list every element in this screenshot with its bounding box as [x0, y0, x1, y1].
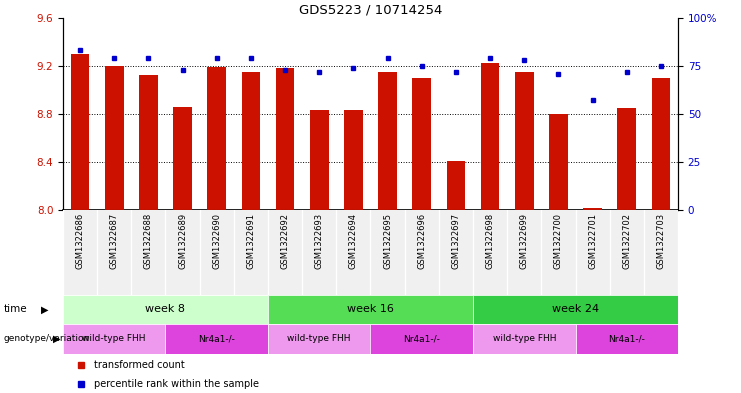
Bar: [481, 63, 499, 210]
Text: GSM1322686: GSM1322686: [76, 213, 84, 269]
Text: Nr4a1-/-: Nr4a1-/-: [403, 334, 440, 343]
Bar: [63, 295, 268, 324]
Text: GSM1322701: GSM1322701: [588, 213, 597, 269]
Bar: [268, 324, 370, 354]
Text: ▶: ▶: [53, 334, 61, 344]
Text: GSM1322703: GSM1322703: [657, 213, 665, 269]
Bar: [515, 72, 534, 210]
Text: GSM1322692: GSM1322692: [281, 213, 290, 269]
Bar: [617, 108, 637, 210]
Text: GSM1322688: GSM1322688: [144, 213, 153, 269]
Text: GSM1322697: GSM1322697: [451, 213, 460, 269]
Text: week 8: week 8: [145, 305, 185, 314]
Bar: [139, 75, 158, 210]
Bar: [165, 324, 268, 354]
Text: GSM1322689: GSM1322689: [178, 213, 187, 269]
Text: wild-type FHH: wild-type FHH: [288, 334, 351, 343]
Bar: [447, 161, 465, 210]
Bar: [70, 54, 90, 210]
Bar: [63, 324, 165, 354]
Bar: [104, 66, 124, 210]
Text: wild-type FHH: wild-type FHH: [493, 334, 556, 343]
Text: Nr4a1-/-: Nr4a1-/-: [199, 334, 235, 343]
Text: ▶: ▶: [41, 305, 48, 314]
Text: GSM1322687: GSM1322687: [110, 213, 119, 269]
Text: GSM1322691: GSM1322691: [247, 213, 256, 269]
Bar: [549, 114, 568, 210]
Text: transformed count: transformed count: [93, 360, 185, 370]
Bar: [268, 295, 473, 324]
Text: GDS5223 / 10714254: GDS5223 / 10714254: [299, 4, 442, 17]
Text: wild-type FHH: wild-type FHH: [82, 334, 146, 343]
Text: GSM1322694: GSM1322694: [349, 213, 358, 269]
Text: GSM1322693: GSM1322693: [315, 213, 324, 269]
Bar: [473, 295, 678, 324]
Bar: [370, 324, 473, 354]
Bar: [173, 107, 192, 210]
Text: Nr4a1-/-: Nr4a1-/-: [608, 334, 645, 343]
Bar: [651, 78, 671, 210]
Text: percentile rank within the sample: percentile rank within the sample: [93, 379, 259, 389]
Text: GSM1322695: GSM1322695: [383, 213, 392, 269]
Text: GSM1322702: GSM1322702: [622, 213, 631, 269]
Text: week 16: week 16: [347, 305, 394, 314]
Bar: [344, 110, 363, 210]
Bar: [276, 68, 294, 210]
Bar: [576, 324, 678, 354]
Text: GSM1322696: GSM1322696: [417, 213, 426, 269]
Text: GSM1322699: GSM1322699: [519, 213, 529, 269]
Text: GSM1322690: GSM1322690: [212, 213, 222, 269]
Text: GSM1322698: GSM1322698: [485, 213, 494, 269]
Bar: [473, 324, 576, 354]
Text: week 24: week 24: [552, 305, 599, 314]
Bar: [412, 78, 431, 210]
Bar: [310, 110, 329, 210]
Bar: [378, 72, 397, 210]
Bar: [242, 72, 260, 210]
Text: GSM1322700: GSM1322700: [554, 213, 563, 269]
Bar: [207, 67, 226, 210]
Text: genotype/variation: genotype/variation: [4, 334, 90, 343]
Bar: [583, 208, 602, 210]
Text: time: time: [4, 305, 27, 314]
